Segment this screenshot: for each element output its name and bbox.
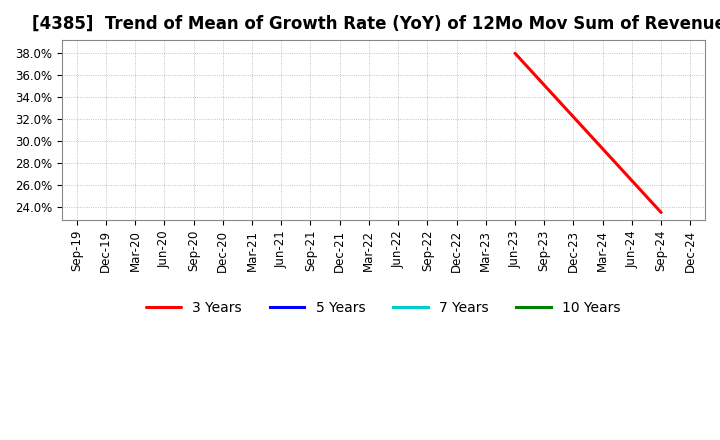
Title: [4385]  Trend of Mean of Growth Rate (YoY) of 12Mo Mov Sum of Revenues: [4385] Trend of Mean of Growth Rate (YoY… bbox=[32, 15, 720, 33]
Legend: 3 Years, 5 Years, 7 Years, 10 Years: 3 Years, 5 Years, 7 Years, 10 Years bbox=[141, 296, 626, 321]
